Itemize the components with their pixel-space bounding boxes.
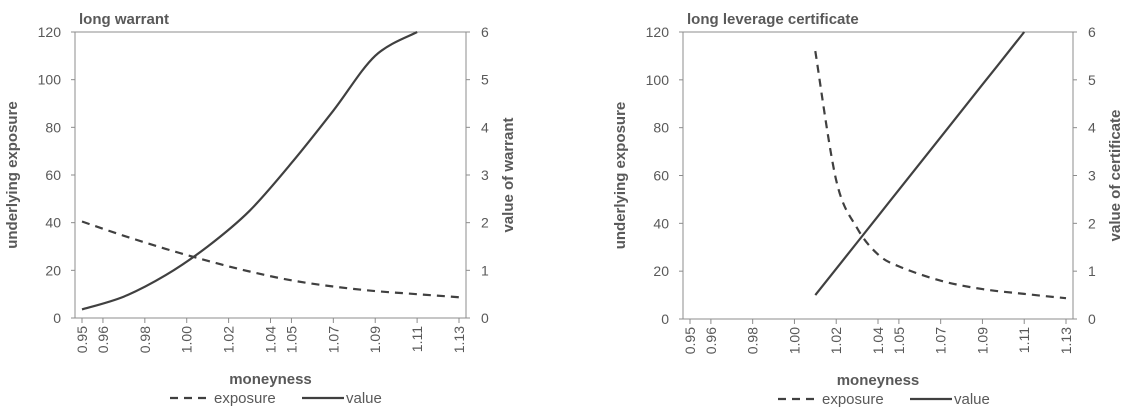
y-tick-label: 20 (45, 262, 61, 278)
y2-tick-label: 2 (481, 215, 489, 231)
legend-label-exposure: exposure (822, 391, 884, 408)
series-line-value (81, 31, 418, 311)
y-tick-label: 0 (53, 310, 61, 326)
x-tick-label: 1.09 (974, 327, 990, 354)
y-tick-label: 80 (653, 120, 669, 136)
y-tick-label: 40 (45, 215, 61, 231)
x-tick-label: 1.13 (1058, 327, 1074, 354)
x-tick-label: 0.96 (95, 326, 111, 353)
x-tick-label: 0.95 (682, 327, 698, 354)
x-tick-label: 1.05 (891, 327, 907, 354)
plot-frame (682, 31, 1074, 320)
y-tick-label: 100 (646, 72, 670, 88)
legend: exposure value (778, 391, 990, 408)
chart-title: long warrant (79, 11, 169, 28)
chart-2: long leverage certificate020406080100120… (612, 11, 1124, 408)
y-axis-title: underlying exposure (612, 102, 629, 250)
y-tick-label: 100 (38, 72, 62, 88)
y2-tick-label: 0 (481, 310, 489, 326)
x-tick-label: 1.00 (179, 326, 195, 353)
x-axis-title: moneyness (229, 371, 312, 388)
y-tick-label: 60 (45, 167, 61, 183)
series-line-exposure (814, 50, 1067, 300)
y-axis-title: underlying exposure (4, 101, 21, 249)
y2-tick-label: 0 (1088, 311, 1096, 327)
y-tick-label: 120 (38, 24, 62, 40)
y-tick-label: 40 (653, 215, 669, 231)
y2-tick-label: 4 (481, 119, 489, 135)
y-tick-label: 60 (653, 168, 669, 184)
x-tick-label: 1.04 (263, 326, 279, 353)
y2-tick-label: 3 (1088, 168, 1096, 184)
y2-tick-label: 3 (481, 167, 489, 183)
series-line-exposure (81, 220, 460, 299)
y2-tick-label: 1 (1088, 263, 1096, 279)
x-tick-label: 1.05 (283, 326, 299, 353)
x-tick-label: 1.13 (451, 326, 467, 353)
legend-label-value: value (954, 391, 990, 408)
x-tick-label: 1.00 (786, 327, 802, 354)
y2-tick-label: 5 (481, 72, 489, 88)
x-tick-label: 1.09 (367, 326, 383, 353)
x-tick-label: 1.07 (933, 327, 949, 354)
x-tick-label: 1.11 (1016, 327, 1032, 353)
y2-tick-label: 1 (481, 262, 489, 278)
x-tick-label: 0.96 (703, 327, 719, 354)
x-tick-label: 1.02 (828, 327, 844, 354)
x-tick-label: 0.98 (137, 326, 153, 353)
x-tick-label: 1.04 (870, 327, 886, 354)
y2-tick-label: 6 (481, 24, 489, 40)
y2-tick-label: 2 (1088, 215, 1096, 231)
y-tick-label: 20 (653, 263, 669, 279)
legend-label-value: value (346, 390, 382, 407)
x-tick-label: 1.02 (221, 326, 237, 353)
x-tick-label: 1.11 (409, 326, 425, 352)
legend: exposure value (170, 390, 382, 407)
series-line-value (814, 31, 1026, 296)
y2-tick-label: 6 (1088, 24, 1096, 40)
y2-tick-label: 5 (1088, 72, 1096, 88)
x-tick-label: 0.95 (74, 326, 90, 353)
x-tick-label: 1.07 (325, 326, 341, 353)
y2-tick-label: 4 (1088, 120, 1096, 136)
chart-1: long warrant 0 20 40 60 80 100 120 0 1 2 3 4 5 6 0.95 0.… (4, 11, 517, 407)
x-axis-title: moneyness (837, 372, 920, 389)
y2-axis-title: value of certificate (1107, 110, 1124, 242)
y2-axis-title: value of warrant (500, 117, 517, 232)
x-tick-label: 0.98 (745, 327, 761, 354)
y-tick-label: 80 (45, 119, 61, 135)
y-tick-label: 120 (646, 24, 670, 40)
chart-title: long leverage certificate (687, 11, 859, 28)
y-tick-label: 0 (661, 311, 669, 327)
legend-label-exposure: exposure (214, 390, 276, 407)
